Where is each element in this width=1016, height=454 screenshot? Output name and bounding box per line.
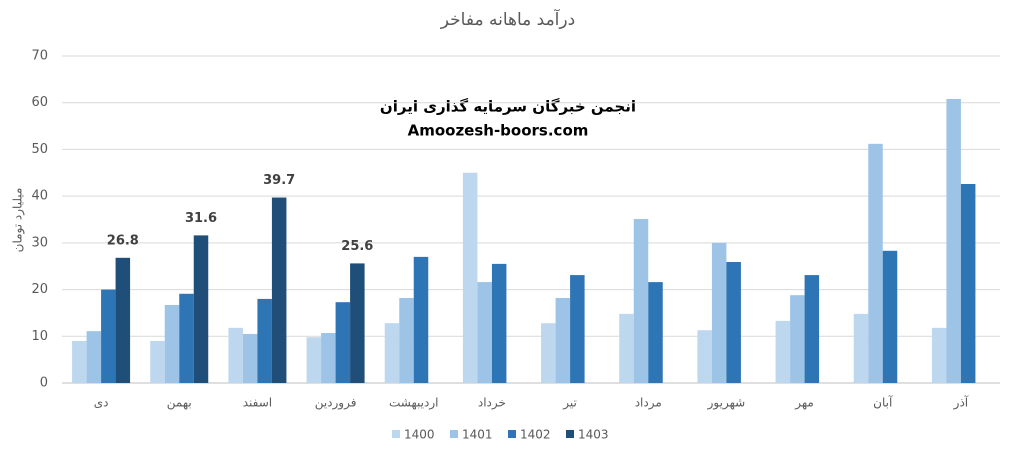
x-tick-label: خرداد [478,396,506,411]
bar [193,235,209,383]
bar [697,330,712,383]
x-tick-label: مرداد [635,396,662,411]
y-tick-label: 20 [31,282,48,297]
watermark: انجمن خبرگان سرمایه گذاری ایران [380,98,636,116]
legend-label: 1400 [404,428,435,442]
data-label: 26.8 [107,233,139,248]
legend-label: 1403 [578,428,609,442]
bar [384,323,400,383]
bar [399,297,414,383]
bar [228,327,243,383]
bar [931,327,947,383]
bar [570,275,585,383]
bar [853,313,869,383]
bar [790,295,805,383]
bar [555,297,571,383]
bar [86,331,102,383]
bar [477,282,492,383]
bar [960,183,976,383]
y-tick-label: 50 [31,142,48,157]
bar [775,320,791,383]
y-tick-label: 10 [31,329,48,344]
x-tick-label: اسفند [243,396,272,410]
y-tick-label: 60 [31,95,48,110]
x-tick-label: بهمن [167,396,192,411]
y-tick-label: 40 [31,189,48,204]
bar [541,323,556,383]
bar [321,333,336,383]
bar [946,98,961,383]
x-tick-label: تیر [562,396,577,411]
legend-swatch [508,430,516,438]
data-label: 39.7 [263,173,295,188]
x-tick-label: شهریور [707,396,746,411]
bar [711,242,727,383]
data-label: 25.6 [341,239,373,254]
legend-swatch [566,430,574,438]
bar [413,256,429,383]
bar [882,250,898,383]
bar [101,289,116,383]
bar [350,263,365,383]
bar [462,172,478,383]
bar [804,275,820,383]
legend-swatch [392,430,400,438]
legend-swatch [450,430,458,438]
x-tick-label: آبان [873,395,893,410]
bar [179,293,194,383]
y-tick-label: 70 [31,49,48,64]
x-tick-label: آذر [953,395,969,411]
bar [257,298,272,383]
y-axis-label: میلیارد تومان [11,188,26,253]
bar [335,302,351,383]
bar [115,257,131,383]
watermark: Amoozesh-boors.com [408,122,589,140]
bar [491,263,507,383]
x-tick-label: دی [94,396,109,410]
bar [306,337,322,383]
bar [271,197,287,383]
bar [619,313,634,383]
y-tick-label: 0 [40,376,48,391]
legend-label: 1402 [520,428,551,442]
legend-label: 1401 [462,428,493,442]
y-tick-label: 30 [31,235,48,250]
x-tick-label: فروردین [315,396,357,411]
bar [726,262,741,383]
bar [150,340,165,383]
chart-title: درآمد ماهانه مفاخر [440,8,575,30]
bar [868,143,883,383]
data-label: 31.6 [185,211,217,226]
bar [242,333,258,383]
bar [648,282,663,383]
bar [72,340,87,383]
x-tick-label: مهر [794,396,814,411]
bar [633,219,649,383]
bar [164,304,180,383]
x-tick-label: اردیبهشت [389,396,438,411]
